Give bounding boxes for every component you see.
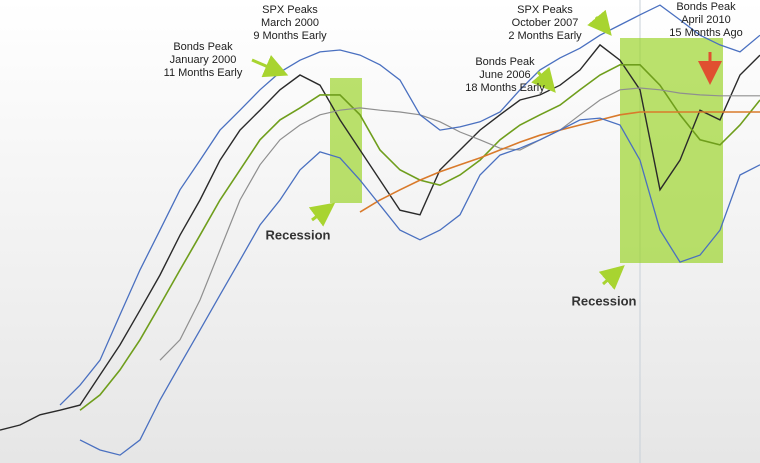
annotation: March 2000 <box>261 17 319 29</box>
recession-label: Recession <box>571 293 636 308</box>
annotation: 15 Months Ago <box>669 27 742 39</box>
arrows <box>251 9 722 290</box>
annotation: October 2007 <box>512 17 579 29</box>
annotation: January 2000 <box>170 54 237 66</box>
annotation: June 2006 <box>479 69 530 81</box>
plot <box>0 4 760 456</box>
annotation: SPX Peaks <box>517 4 573 16</box>
price-line <box>0 43 760 431</box>
annotation: Bonds Peak <box>475 56 535 68</box>
band-line <box>59 4 760 406</box>
annotation: Bonds Peak <box>173 41 233 53</box>
average-line <box>159 87 760 361</box>
annotation: 2 Months Early <box>508 30 582 42</box>
annotation: 9 Months Early <box>253 30 327 42</box>
arrow <box>598 265 625 290</box>
arrow <box>251 55 289 78</box>
annotation: 18 Months Early <box>465 82 545 94</box>
recession-label: Recession <box>265 227 330 242</box>
band-line <box>79 117 760 456</box>
arrow <box>308 202 336 227</box>
arrow <box>587 9 612 36</box>
arrow <box>531 66 556 93</box>
annotation: 11 Months Early <box>164 67 243 79</box>
annotation: Bonds Peak <box>676 1 736 13</box>
recession-band <box>620 38 723 263</box>
annotation: April 2010 <box>681 14 731 26</box>
annotation: SPX Peaks <box>262 4 318 16</box>
recession-band <box>330 78 362 203</box>
